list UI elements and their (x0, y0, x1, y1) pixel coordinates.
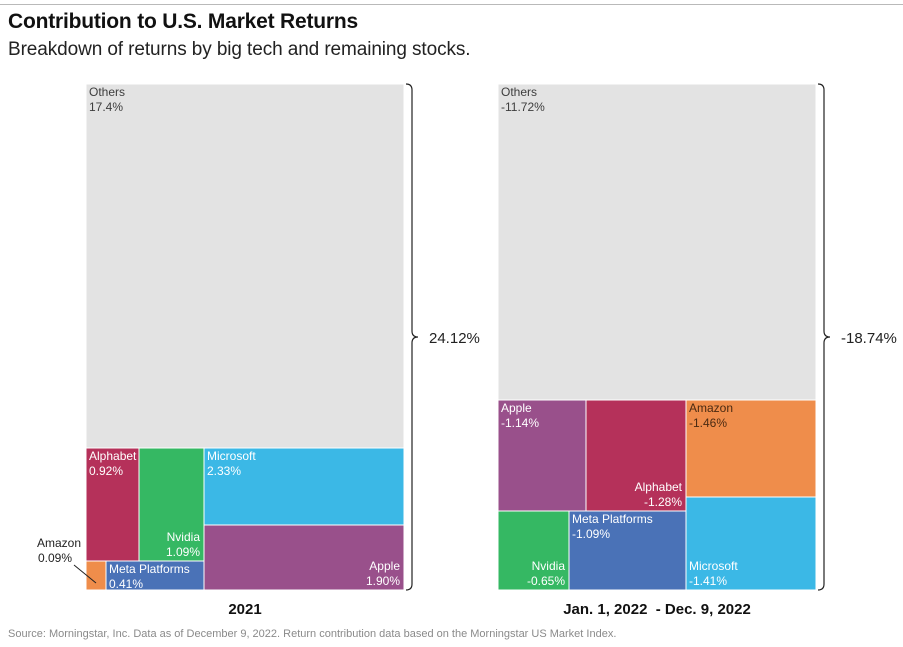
tile-value-alphabet-2021: 0.92% (89, 464, 123, 478)
tile-value-others-2022: -11.72% (501, 100, 545, 114)
period-label-2022: Jan. 1, 2022 - Dec. 9, 2022 (563, 601, 751, 618)
tile-value-meta-platforms-2021: 0.41% (109, 577, 143, 591)
tile-value-microsoft-2022: -1.41% (689, 574, 727, 588)
tile-label-meta-platforms-2022: Meta Platforms (572, 512, 653, 526)
tile-label-nvidia-2022: Nvidia (532, 559, 566, 573)
period-label-2021: 2021 (228, 601, 261, 618)
tile-value-apple-2022: -1.14% (501, 416, 539, 430)
tile-value-apple-2021: 1.90% (366, 574, 400, 588)
tile-value-meta-platforms-2022: -1.09% (572, 527, 610, 541)
tile-alphabet-2022 (585, 399, 687, 512)
tile-label-microsoft-2022: Microsoft (689, 559, 738, 573)
tile-amazon-2021 (85, 560, 107, 591)
tile-label-apple-2021: Apple (369, 559, 400, 573)
total-value-2021: 24.12% (429, 330, 480, 347)
amazon-callout-line (73, 564, 97, 584)
total-bracket-2021 (405, 83, 419, 591)
top-rule (0, 4, 903, 5)
total-value-2022: -18.74% (841, 330, 897, 347)
total-bracket-2022 (817, 83, 831, 591)
tile-label-others-2022: Others (501, 85, 537, 99)
tile-value-microsoft-2021: 2.33% (207, 464, 241, 478)
tile-value-others-2021: 17.4% (89, 100, 123, 114)
tile-microsoft-2022 (685, 496, 817, 591)
tile-value-nvidia-2022: -0.65% (527, 574, 565, 588)
tile-amazon-2022 (685, 399, 817, 498)
tile-value-alphabet-2022: -1.28% (644, 495, 682, 509)
tile-label-apple-2022: Apple (501, 401, 532, 415)
tile-label-nvidia-2021: Nvidia (167, 530, 201, 544)
tile-value-amazon-2021: 0.09% (38, 551, 72, 565)
chart-subtitle: Breakdown of returns by big tech and rem… (8, 39, 471, 60)
tile-label-meta-platforms-2021: Meta Platforms (109, 562, 190, 576)
tile-label-amazon-2022: Amazon (689, 401, 733, 415)
tile-meta-platforms-2022 (568, 510, 687, 591)
tile-nvidia-2021 (138, 447, 205, 562)
tile-alphabet-2021 (85, 447, 140, 562)
source-note: Source: Morningstar, Inc. Data as of Dec… (8, 628, 617, 640)
tile-label-others-2021: Others (89, 85, 125, 99)
tile-value-amazon-2022: -1.46% (689, 416, 727, 430)
tile-nvidia-2022 (497, 510, 570, 591)
tile-others-2022 (497, 83, 817, 401)
tile-label-amazon-2021: Amazon (37, 536, 81, 550)
tile-apple-2021 (203, 524, 405, 591)
tile-label-alphabet-2021: Alphabet (89, 449, 137, 463)
tile-others-2021 (85, 83, 405, 449)
tile-meta-platforms-2021 (105, 560, 205, 591)
chart-title: Contribution to U.S. Market Returns (8, 10, 359, 33)
tile-value-nvidia-2021: 1.09% (166, 545, 200, 559)
tile-label-alphabet-2022: Alphabet (635, 480, 683, 494)
tile-label-microsoft-2021: Microsoft (207, 449, 256, 463)
